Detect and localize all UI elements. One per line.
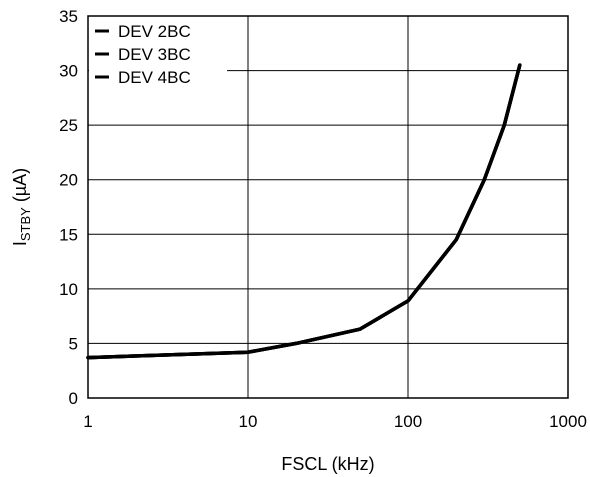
y-axis-title-main: I: [10, 241, 30, 246]
y-axis-title: ISTBY (µA): [10, 168, 33, 246]
tick-labels: 0 5 10 15 20 25 30 35 1 10 100 1000: [59, 7, 587, 431]
legend-box: [89, 17, 227, 93]
x-tick-label: 1000: [549, 412, 587, 431]
series-line-3: [86, 63, 522, 360]
legend-label: DEV 3BC: [118, 45, 191, 64]
plot-frame: [87, 15, 569, 399]
y-tick-label: 25: [59, 116, 78, 135]
legend-label: DEV 4BC: [118, 68, 191, 87]
legend: DEV 2BC DEV 3BC DEV 4BC: [89, 17, 227, 93]
x-tick-label: 10: [239, 412, 258, 431]
y-tick-label: 15: [59, 225, 78, 244]
y-axis-title-unit: (µA): [10, 168, 30, 207]
y-tick-label: 5: [69, 334, 78, 353]
y-tick-label: 10: [59, 280, 78, 299]
x-axis-title: FSCL (kHz): [281, 454, 374, 474]
y-tick-label: 35: [59, 7, 78, 26]
series-lines: [86, 63, 522, 360]
series-line-2: [86, 63, 522, 360]
y-tick-label: 0: [69, 389, 78, 408]
y-axis-title-sub: STBY: [18, 207, 33, 241]
x-tick-label: 1: [83, 412, 92, 431]
legend-label: DEV 2BC: [118, 22, 191, 41]
series-line-1: [86, 63, 522, 360]
y-tick-label: 30: [59, 62, 78, 81]
x-tick-label: 100: [394, 412, 422, 431]
y-tick-label: 20: [59, 171, 78, 190]
